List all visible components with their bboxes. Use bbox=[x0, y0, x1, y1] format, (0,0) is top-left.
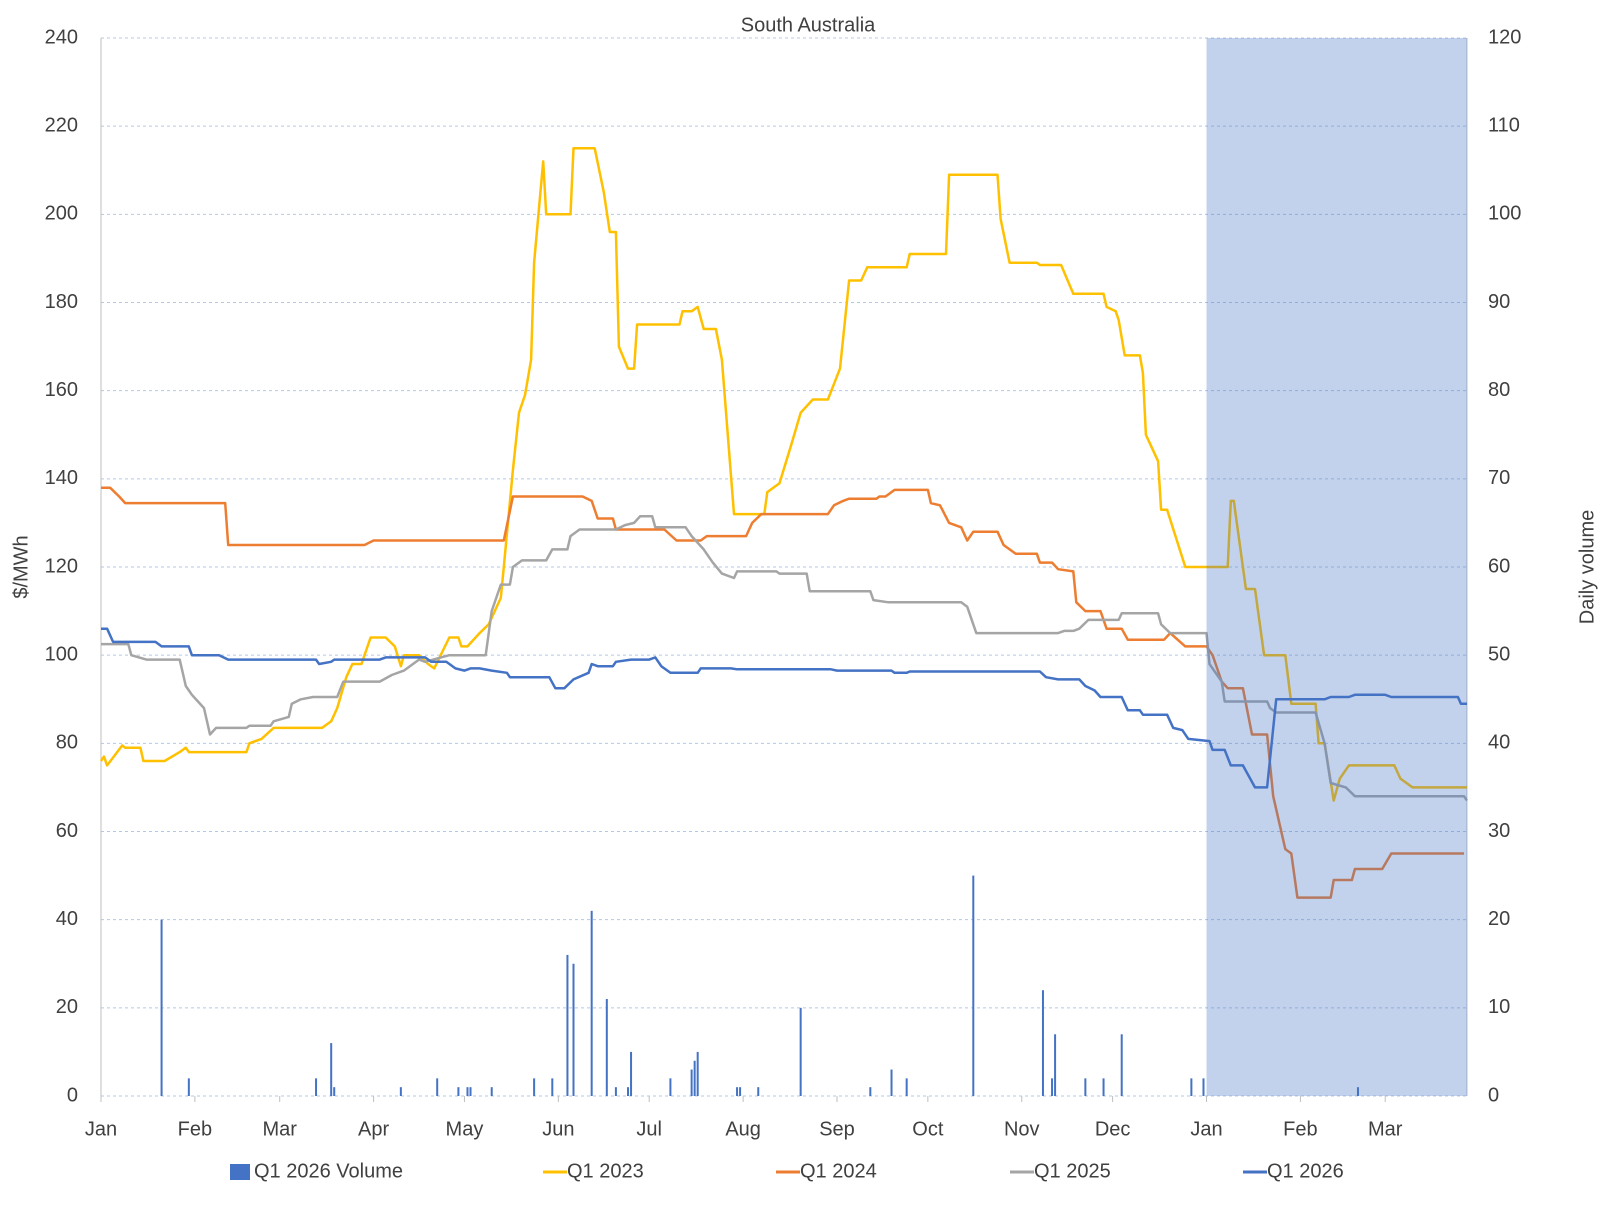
y-tick-label: 40 bbox=[56, 908, 78, 930]
volume-bar bbox=[187, 1078, 190, 1096]
y2-tick-label: 50 bbox=[1488, 643, 1510, 665]
volume-bar bbox=[690, 1069, 693, 1096]
volume-bar bbox=[693, 1060, 696, 1096]
legend-label: Q1 2025 bbox=[1034, 1160, 1111, 1182]
volume-bar bbox=[572, 963, 575, 1096]
legend-label: Q1 2024 bbox=[800, 1160, 877, 1182]
volume-bar bbox=[399, 1087, 402, 1096]
x-tick-label: Oct bbox=[912, 1118, 944, 1140]
x-tick-label: Feb bbox=[1283, 1118, 1317, 1140]
volume-bar bbox=[739, 1087, 742, 1096]
x-tick-label: Nov bbox=[1004, 1118, 1040, 1140]
legend-label: Q1 2023 bbox=[567, 1160, 644, 1182]
x-tick-label: Mar bbox=[262, 1118, 297, 1140]
volume-bar bbox=[905, 1078, 908, 1096]
x-tick-label: Mar bbox=[1368, 1118, 1403, 1140]
x-tick-label: Sep bbox=[819, 1118, 855, 1140]
volume-bar bbox=[1054, 1034, 1057, 1096]
volume-bar bbox=[160, 919, 163, 1096]
y2-tick-label: 100 bbox=[1488, 203, 1521, 225]
volume-bar bbox=[436, 1078, 439, 1096]
volume-bar bbox=[1084, 1078, 1087, 1096]
x-tick-label: Jan bbox=[1190, 1118, 1222, 1140]
y-tick-label: 240 bbox=[45, 26, 78, 48]
volume-bar bbox=[736, 1087, 739, 1096]
series-line bbox=[101, 515, 1469, 802]
legend-label: Q1 2026 Volume bbox=[254, 1160, 403, 1182]
y2-axis-title: Daily volume bbox=[1576, 510, 1598, 624]
volume-bar bbox=[1041, 990, 1044, 1096]
volume-bar bbox=[972, 875, 975, 1096]
x-tick-label: Jul bbox=[636, 1118, 662, 1140]
volume-bar bbox=[1356, 1087, 1359, 1096]
volume-bar bbox=[533, 1078, 536, 1096]
series-line bbox=[99, 146, 1467, 802]
volume-bar bbox=[1051, 1078, 1054, 1096]
y2-tick-label: 80 bbox=[1488, 379, 1510, 401]
volume-bar bbox=[1190, 1078, 1193, 1096]
volume-bar bbox=[1102, 1078, 1105, 1096]
volume-bar bbox=[1202, 1078, 1205, 1096]
y2-tick-label: 70 bbox=[1488, 467, 1510, 489]
volume-bar bbox=[696, 1051, 699, 1096]
y2-tick-label: 10 bbox=[1488, 996, 1510, 1018]
volume-bar bbox=[605, 999, 608, 1096]
volume-bar bbox=[869, 1087, 872, 1096]
y-tick-label: 140 bbox=[45, 467, 78, 489]
chart-title: South Australia bbox=[741, 14, 876, 36]
y-tick-label: 120 bbox=[45, 555, 78, 577]
y-tick-label: 200 bbox=[45, 203, 78, 225]
x-tick-label: Jun bbox=[542, 1118, 574, 1140]
volume-bar bbox=[799, 1007, 802, 1096]
volume-bar bbox=[551, 1078, 554, 1096]
volume-bar bbox=[466, 1087, 469, 1096]
volume-bar bbox=[590, 910, 593, 1096]
y-axis-title: $/MWh bbox=[10, 535, 32, 598]
volume-bar bbox=[330, 1043, 333, 1096]
x-tick-label: Aug bbox=[725, 1118, 761, 1140]
volume-bar bbox=[630, 1051, 633, 1096]
y-tick-label: 160 bbox=[45, 379, 78, 401]
legend-label: Q1 2026 bbox=[1267, 1160, 1344, 1182]
y-tick-label: 60 bbox=[56, 820, 78, 842]
y2-tick-label: 30 bbox=[1488, 820, 1510, 842]
volume-bar bbox=[757, 1087, 760, 1096]
y2-tick-label: 40 bbox=[1488, 732, 1510, 754]
series-line bbox=[101, 486, 1464, 899]
volume-bar bbox=[315, 1078, 318, 1096]
volume-bar bbox=[457, 1087, 460, 1096]
y-tick-label: 80 bbox=[56, 732, 78, 754]
legend-swatch bbox=[230, 1164, 250, 1180]
y2-tick-label: 120 bbox=[1488, 26, 1521, 48]
y-tick-label: 100 bbox=[45, 643, 78, 665]
y2-tick-label: 0 bbox=[1488, 1084, 1499, 1106]
x-tick-label: Jan bbox=[85, 1118, 117, 1140]
x-tick-label: Dec bbox=[1095, 1118, 1131, 1140]
volume-bar bbox=[614, 1087, 617, 1096]
y2-tick-label: 20 bbox=[1488, 908, 1510, 930]
y-tick-label: 0 bbox=[67, 1084, 78, 1106]
shaded-region bbox=[1206, 38, 1467, 1096]
volume-bar bbox=[627, 1087, 630, 1096]
volume-bar bbox=[566, 954, 569, 1096]
y2-tick-label: 60 bbox=[1488, 555, 1510, 577]
x-tick-label: Feb bbox=[178, 1118, 212, 1140]
volume-bar bbox=[890, 1069, 893, 1096]
y-tick-label: 180 bbox=[45, 291, 78, 313]
volume-bar bbox=[469, 1087, 472, 1096]
x-tick-label: Apr bbox=[358, 1118, 389, 1140]
y2-tick-label: 90 bbox=[1488, 291, 1510, 313]
series-line bbox=[101, 627, 1467, 789]
x-tick-label: May bbox=[446, 1118, 484, 1140]
volume-bar bbox=[669, 1078, 672, 1096]
volume-bar bbox=[1120, 1034, 1123, 1096]
y-tick-label: 20 bbox=[56, 996, 78, 1018]
volume-bar bbox=[490, 1087, 493, 1096]
volume-bar bbox=[333, 1087, 336, 1096]
y2-tick-label: 110 bbox=[1488, 114, 1520, 136]
y-tick-label: 220 bbox=[45, 114, 78, 136]
